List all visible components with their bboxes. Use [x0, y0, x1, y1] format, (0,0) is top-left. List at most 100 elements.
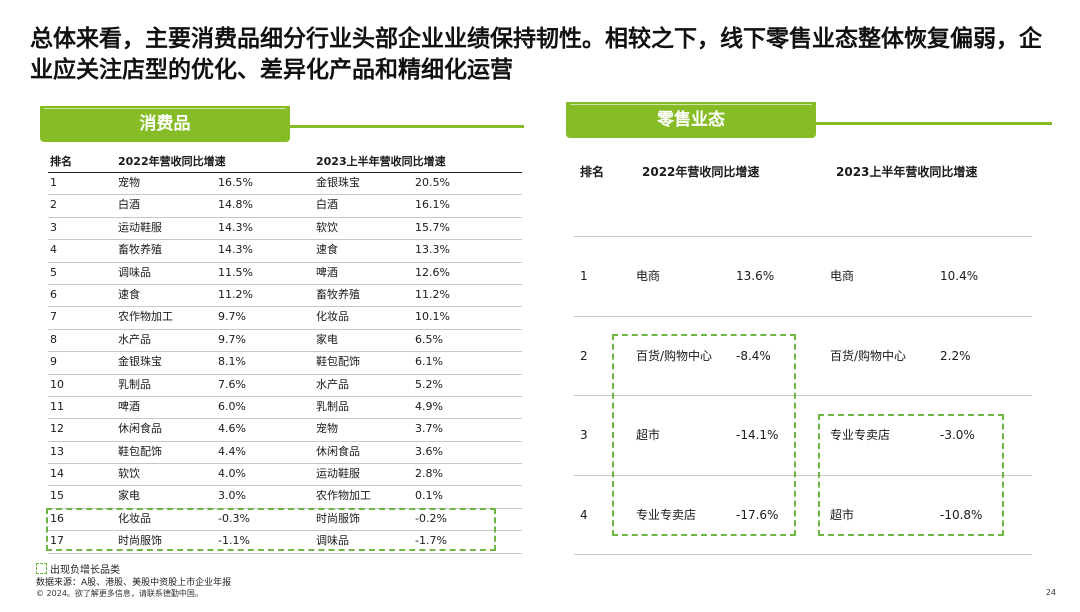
- legend-label: 出现负增长品类: [50, 565, 120, 576]
- page-title: 总体来看，主要消费品细分行业头部企业业绩保持韧性。相较之下，线下零售业态整体恢复…: [30, 26, 1042, 83]
- category-2023h1-cell: 畜牧养殖: [316, 287, 360, 301]
- rank-cell: 4: [580, 507, 588, 522]
- rank-cell: 13: [50, 444, 64, 458]
- growth-2022-cell: 7.6%: [218, 377, 246, 391]
- format-2023h1-cell: 专业专卖店: [830, 428, 891, 442]
- category-2023h1-cell: 调味品: [316, 534, 349, 548]
- growth-2022-cell: 6.0%: [218, 399, 246, 413]
- table-row: 3 超市 -14.1% 专业专卖店 -3.0%: [574, 396, 1032, 476]
- category-2023h1-cell: 金银珠宝: [316, 176, 360, 189]
- format-2023h1-cell: 超市: [830, 507, 855, 522]
- growth-2022-cell: 4.4%: [218, 444, 246, 458]
- rank-cell: 8: [50, 332, 57, 346]
- growth-2022-cell: -0.3%: [218, 511, 250, 525]
- category-2022-cell: 宠物: [118, 176, 140, 189]
- growth-2022-cell: 14.3%: [218, 243, 253, 257]
- category-2023h1-cell: 化妆品: [316, 310, 349, 324]
- growth-2022-cell: 9.7%: [218, 310, 246, 324]
- header-2022: 2022年营收同比增速: [642, 165, 760, 179]
- category-2022-cell: 软饮: [118, 467, 140, 481]
- table-row: 6 速食 11.2% 畜牧养殖 11.2%: [48, 285, 522, 308]
- growth-2023h1-cell: 6.1%: [415, 355, 443, 369]
- growth-2023h1-cell: 16.1%: [415, 198, 450, 212]
- category-2022-cell: 白酒: [118, 198, 140, 212]
- consumer-table-header: 排名 2022年营收同比增速 2023上半年营收同比增速: [48, 152, 522, 173]
- category-2022-cell: 家电: [118, 489, 140, 503]
- growth-2023h1-cell: 6.5%: [415, 332, 443, 346]
- rank-cell: 9: [50, 355, 57, 369]
- category-2023h1-cell: 软饮: [316, 220, 338, 234]
- growth-2022-cell: 14.3%: [218, 220, 253, 234]
- category-2023h1-cell: 速食: [316, 243, 338, 257]
- table-row: 8 水产品 9.7% 家电 6.5%: [48, 330, 522, 353]
- category-2022-cell: 金银珠宝: [118, 355, 162, 369]
- growth-2023h1-cell: 5.2%: [415, 377, 443, 391]
- growth-2023h1-cell: 15.7%: [415, 220, 450, 234]
- category-2023h1-cell: 时尚服饰: [316, 511, 360, 525]
- table-row: 2 百货/购物中心 -8.4% 百货/购物中心 2.2%: [574, 317, 1032, 396]
- consumer-negative-growth-box: [46, 508, 496, 551]
- rank-cell: 17: [50, 534, 64, 548]
- growth-2023h1-cell: -0.2%: [415, 511, 447, 525]
- header-2023h1: 2023上半年营收同比增速: [836, 165, 978, 179]
- rank-cell: 4: [50, 243, 57, 257]
- format-2023h1-cell: 电商: [830, 269, 855, 283]
- growth-2022-cell: -1.1%: [218, 534, 250, 548]
- rank-cell: 2: [50, 198, 57, 212]
- rank-cell: 6: [50, 287, 57, 301]
- table-row: 1 电商 13.6% 电商 10.4%: [574, 237, 1032, 317]
- category-2023h1-cell: 休闲食品: [316, 444, 360, 458]
- category-2023h1-cell: 水产品: [316, 377, 349, 391]
- rank-cell: 14: [50, 467, 64, 481]
- category-2022-cell: 水产品: [118, 332, 151, 346]
- table-row: 9 金银珠宝 8.1% 鞋包配饰 6.1%: [48, 352, 522, 375]
- growth-2023h1-cell: -1.7%: [415, 534, 447, 548]
- table-row: 7 农作物加工 9.7% 化妆品 10.1%: [48, 307, 522, 330]
- table-row: 4 专业专卖店 -17.6% 超市 -10.8%: [574, 476, 1032, 555]
- table-row: 14 软饮 4.0% 运动鞋服 2.8%: [48, 464, 522, 487]
- dashed-box-legend-icon: [36, 563, 47, 574]
- consumer-table: 排名 2022年营收同比增速 2023上半年营收同比增速 1 宠物 16.5% 金银珠…: [48, 152, 522, 554]
- growth-2023h1-cell: 11.2%: [415, 287, 450, 301]
- growth-2022-cell: -8.4%: [736, 348, 771, 363]
- growth-2023h1-cell: 2.8%: [415, 467, 443, 481]
- category-2023h1-cell: 运动鞋服: [316, 467, 360, 481]
- growth-2023h1-cell: -10.8%: [940, 507, 983, 522]
- data-source-note: 数据来源：A股、港股、美股中资股上市企业年报: [36, 578, 232, 588]
- copyright-note: © 2024。欲了解更多信息，请联系德勤中国。: [36, 589, 203, 598]
- category-2022-cell: 鞋包配饰: [118, 444, 162, 458]
- growth-2022-cell: -17.6%: [736, 507, 779, 522]
- category-2022-cell: 农作物加工: [118, 310, 173, 324]
- category-2022-cell: 休闲食品: [118, 422, 162, 436]
- growth-2022-cell: 11.2%: [218, 287, 253, 301]
- rank-cell: 3: [50, 220, 57, 234]
- category-2023h1-cell: 鞋包配饰: [316, 355, 360, 369]
- growth-2023h1-cell: 0.1%: [415, 489, 443, 503]
- retail-table-header: 排名 2022年营收同比增速 2023上半年营收同比增速: [574, 150, 1032, 237]
- table-row: 12 休闲食品 4.6% 宠物 3.7%: [48, 419, 522, 442]
- growth-2022-cell: 13.6%: [736, 269, 775, 283]
- category-2023h1-cell: 农作物加工: [316, 489, 371, 503]
- growth-2022-cell: 4.0%: [218, 467, 246, 481]
- retail-2022-negative-growth-box: [612, 334, 796, 536]
- growth-2022-cell: 3.0%: [218, 489, 246, 503]
- growth-2022-cell: -14.1%: [736, 428, 779, 442]
- table-row: 2 白酒 14.8% 白酒 16.1%: [48, 195, 522, 218]
- growth-2023h1-cell: 13.3%: [415, 243, 450, 257]
- table-row: 4 畜牧养殖 14.3% 速食 13.3%: [48, 240, 522, 263]
- rank-cell: 11: [50, 399, 64, 413]
- growth-2022-cell: 11.5%: [218, 265, 253, 279]
- category-2022-cell: 运动鞋服: [118, 220, 162, 234]
- header-rank: 排名: [50, 155, 72, 168]
- rank-cell: 15: [50, 489, 64, 503]
- table-row: 11 啤酒 6.0% 乳制品 4.9%: [48, 397, 522, 420]
- table-row: 17 时尚服饰 -1.1% 调味品 -1.7%: [48, 531, 522, 554]
- rank-cell: 7: [50, 310, 57, 324]
- category-2023h1-cell: 白酒: [316, 198, 338, 212]
- retail-section-tab: 零售业态: [566, 102, 816, 138]
- growth-2022-cell: 9.7%: [218, 332, 246, 346]
- growth-2023h1-cell: 10.1%: [415, 310, 450, 324]
- consumer-section-tab: 消费品: [40, 106, 290, 142]
- growth-2022-cell: 14.8%: [218, 198, 253, 212]
- category-2023h1-cell: 宠物: [316, 422, 338, 436]
